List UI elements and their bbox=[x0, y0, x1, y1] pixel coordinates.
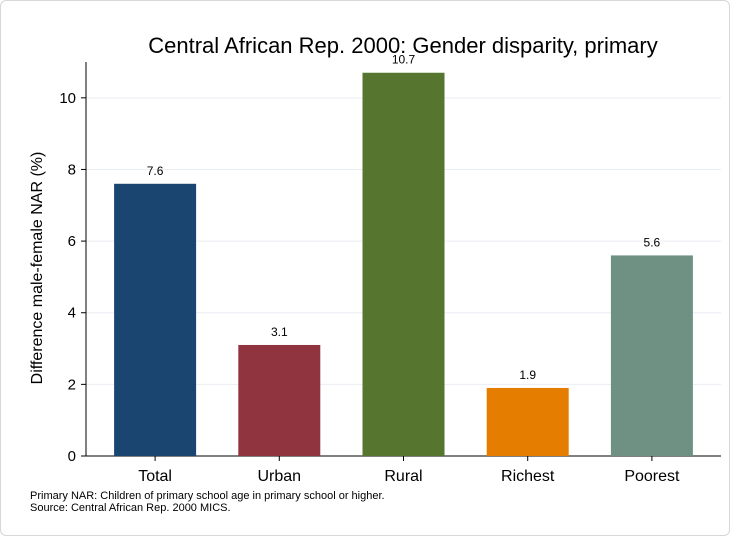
footnote-source: Source: Central African Rep. 2000 MICS. bbox=[30, 502, 231, 514]
y-axis-ticks: 0 2 4 6 8 10 bbox=[59, 90, 86, 465]
y-tick-label: 8 bbox=[68, 161, 76, 178]
bars bbox=[114, 72, 693, 457]
category-labels: Total Urban Rural Richest Poorest bbox=[138, 456, 680, 485]
data-label-rural: 10.7 bbox=[392, 53, 416, 67]
chart-title: Central African Rep. 2000: Gender dispar… bbox=[148, 33, 658, 58]
bar-total bbox=[114, 183, 197, 457]
bar-richest bbox=[486, 387, 569, 456]
data-label-poorest: 5.6 bbox=[644, 235, 661, 249]
x-tick-label-poorest: Poorest bbox=[624, 468, 680, 485]
data-label-total: 7.6 bbox=[147, 164, 164, 178]
y-tick-label: 4 bbox=[68, 305, 76, 322]
x-tick-label-total: Total bbox=[138, 468, 172, 485]
bar-rural bbox=[362, 72, 445, 456]
y-tick-label: 10 bbox=[59, 90, 76, 107]
data-label-richest: 1.9 bbox=[519, 368, 536, 382]
x-tick-label-richest: Richest bbox=[501, 468, 555, 485]
data-labels: 7.6 3.1 10.7 1.9 5.6 bbox=[147, 53, 661, 382]
bar-poorest bbox=[610, 255, 693, 456]
y-tick-label: 6 bbox=[68, 233, 76, 250]
x-tick-label-urban: Urban bbox=[258, 468, 302, 485]
y-axis-title: Difference male-female NAR (%) bbox=[29, 152, 46, 385]
data-label-urban: 3.1 bbox=[271, 325, 288, 339]
y-tick-label: 2 bbox=[68, 376, 76, 393]
y-tick-label: 0 bbox=[68, 448, 76, 465]
bar-urban bbox=[238, 344, 321, 456]
footnote-primary-nar: Primary NAR: Children of primary school … bbox=[30, 490, 385, 502]
x-tick-label-rural: Rural bbox=[384, 468, 422, 485]
